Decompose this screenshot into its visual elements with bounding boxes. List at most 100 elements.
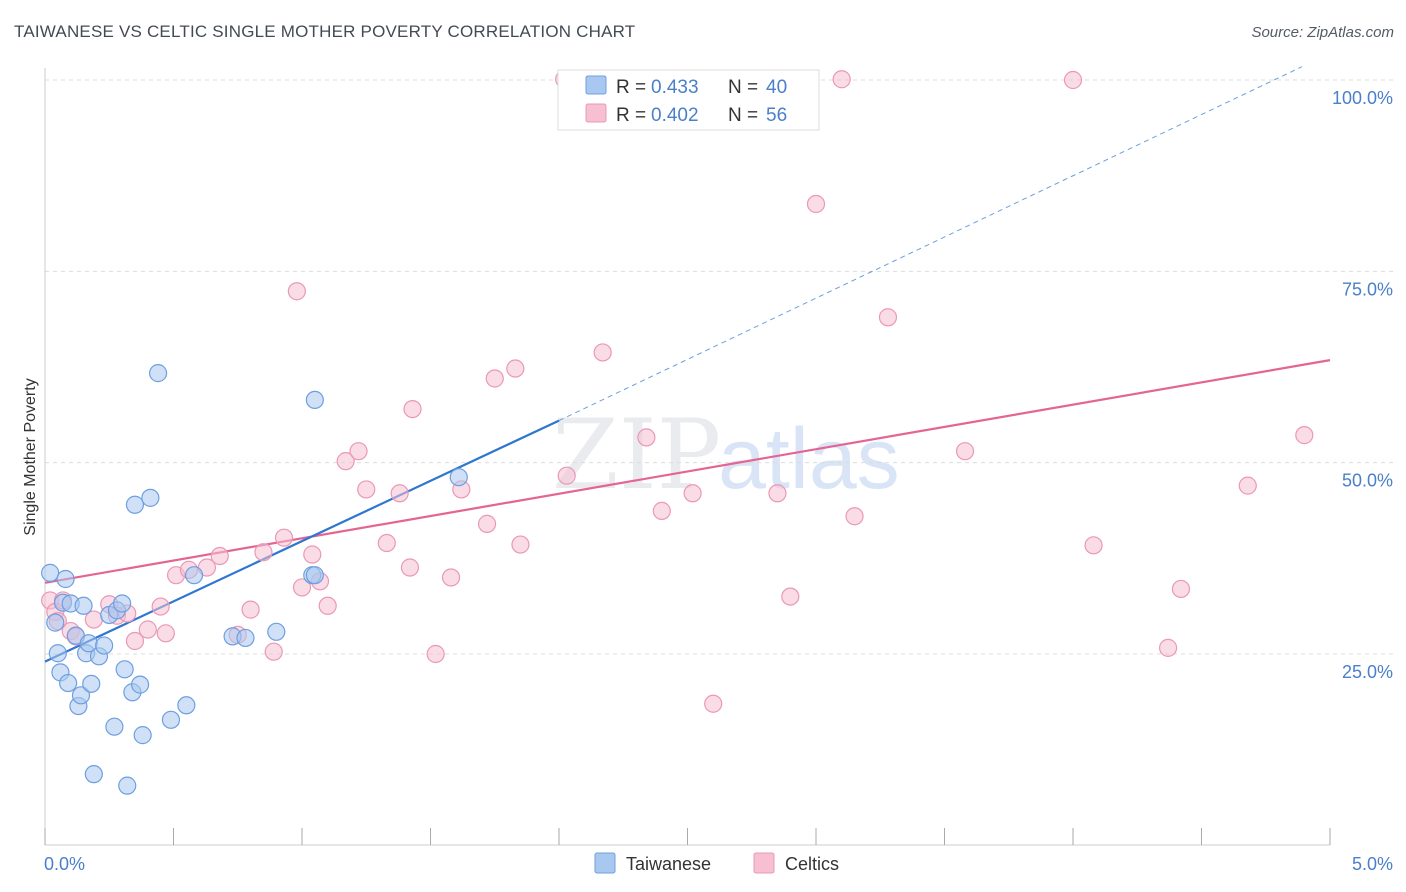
legend-r-value-taiwanese: 0.433 — [651, 77, 699, 98]
point-taiwanese — [118, 776, 137, 795]
point-celtics — [1238, 476, 1257, 495]
point-celtics — [477, 514, 497, 533]
y-axis-title: Single Mother Poverty — [22, 378, 39, 535]
point-taiwanese — [95, 636, 114, 655]
point-taiwanese — [184, 566, 204, 585]
point-celtics — [1063, 70, 1083, 90]
legend-r-value-celtics: 0.402 — [651, 105, 699, 126]
point-celtics — [845, 507, 864, 526]
point-celtics — [768, 484, 787, 503]
legend-n-label-celtics: N = — [728, 105, 758, 126]
point-celtics — [349, 442, 368, 461]
legend-swatch-taiwanese — [585, 75, 607, 95]
point-celtics — [1158, 638, 1178, 657]
point-taiwanese — [236, 628, 255, 648]
point-celtics — [303, 545, 322, 564]
point-celtics — [1084, 536, 1103, 555]
series-legend-swatch-taiwanese — [594, 852, 616, 874]
point-celtics — [264, 642, 283, 661]
y-tick-label-25: 25.0% — [1342, 662, 1393, 682]
point-celtics — [781, 587, 800, 606]
point-taiwanese — [177, 696, 196, 715]
point-taiwanese — [56, 569, 75, 589]
point-taiwanese — [74, 596, 93, 615]
point-celtics — [357, 480, 376, 499]
point-taiwanese — [130, 675, 150, 694]
point-celtics — [593, 343, 612, 362]
legend-swatch-celtics — [585, 103, 607, 123]
x-tick-label-min: 0.0% — [44, 854, 85, 874]
y-tick-label-100: 100.0% — [1332, 88, 1393, 108]
point-celtics — [390, 484, 409, 503]
trend-line-taiwanese-extrapolated — [558, 66, 1303, 422]
point-celtics — [426, 644, 445, 664]
point-taiwanese — [41, 563, 60, 582]
series-legend-swatch-celtics — [753, 852, 775, 874]
point-celtics — [704, 694, 723, 713]
point-celtics — [292, 578, 312, 597]
point-celtics — [287, 282, 306, 301]
point-taiwanese — [59, 673, 78, 693]
point-taiwanese — [449, 468, 468, 487]
point-celtics — [336, 452, 355, 471]
point-celtics — [1295, 426, 1314, 445]
point-celtics — [156, 624, 175, 643]
point-celtics — [652, 501, 671, 520]
point-taiwanese — [305, 566, 324, 585]
point-celtics — [1171, 579, 1191, 599]
point-taiwanese — [105, 717, 124, 736]
y-tick-labels: 25.0% 50.0% 75.0% 100.0% — [1332, 88, 1393, 682]
series-legend-label-celtics: Celtics — [785, 854, 839, 874]
point-celtics — [274, 528, 294, 547]
x-tick-label-max: 5.0% — [1352, 854, 1393, 874]
point-celtics — [485, 369, 504, 388]
chart-title: TAIWANESE VS CELTIC SINGLE MOTHER POVERT… — [14, 22, 636, 41]
point-celtics — [400, 558, 420, 577]
point-celtics — [403, 399, 422, 419]
point-celtics — [506, 359, 525, 378]
legend-n-label-taiwanese: N = — [728, 77, 758, 98]
point-taiwanese — [46, 613, 65, 632]
point-celtics — [683, 484, 702, 503]
point-taiwanese — [133, 726, 152, 745]
point-celtics — [241, 600, 260, 619]
point-taiwanese — [71, 686, 91, 705]
point-taiwanese — [267, 622, 286, 641]
point-celtics — [210, 546, 229, 566]
point-celtics — [557, 466, 576, 485]
point-celtics — [511, 535, 530, 554]
point-taiwanese — [84, 765, 103, 784]
source-credit: Source: ZipAtlas.com — [1251, 24, 1394, 41]
point-celtics — [151, 597, 170, 616]
data-points — [41, 70, 1314, 795]
point-taiwanese — [161, 710, 181, 729]
trend-lines — [44, 66, 1331, 663]
legend-r-label-celtics: R = — [616, 105, 646, 126]
point-taiwanese — [148, 364, 168, 383]
point-celtics — [377, 533, 396, 553]
point-taiwanese — [115, 660, 134, 679]
legend-n-value-celtics: 56 — [766, 105, 787, 126]
legend-n-value-taiwanese: 40 — [766, 77, 787, 98]
series-legend: Taiwanese Celtics — [594, 852, 839, 874]
series-legend-label-taiwanese: Taiwanese — [626, 854, 711, 874]
watermark-atlas: atlas — [718, 411, 900, 507]
legend-r-label-taiwanese: R = — [616, 77, 646, 98]
point-taiwanese — [112, 594, 132, 613]
point-celtics — [441, 568, 461, 587]
y-tick-label-75: 75.0% — [1342, 279, 1393, 299]
point-taiwanese — [48, 644, 67, 663]
point-celtics — [125, 631, 145, 651]
point-celtics — [138, 620, 157, 639]
axes — [44, 68, 1331, 846]
point-celtics — [637, 428, 656, 447]
trend-line-taiwanese — [44, 419, 560, 663]
point-celtics — [254, 543, 273, 562]
point-taiwanese — [141, 488, 160, 507]
point-celtics — [955, 442, 975, 461]
trend-line-celtics — [44, 359, 1331, 584]
correlation-legend: R = 0.433 N = 40 R = 0.402 N = 56 — [557, 69, 820, 131]
point-celtics — [318, 596, 337, 615]
point-taiwanese — [305, 390, 324, 410]
